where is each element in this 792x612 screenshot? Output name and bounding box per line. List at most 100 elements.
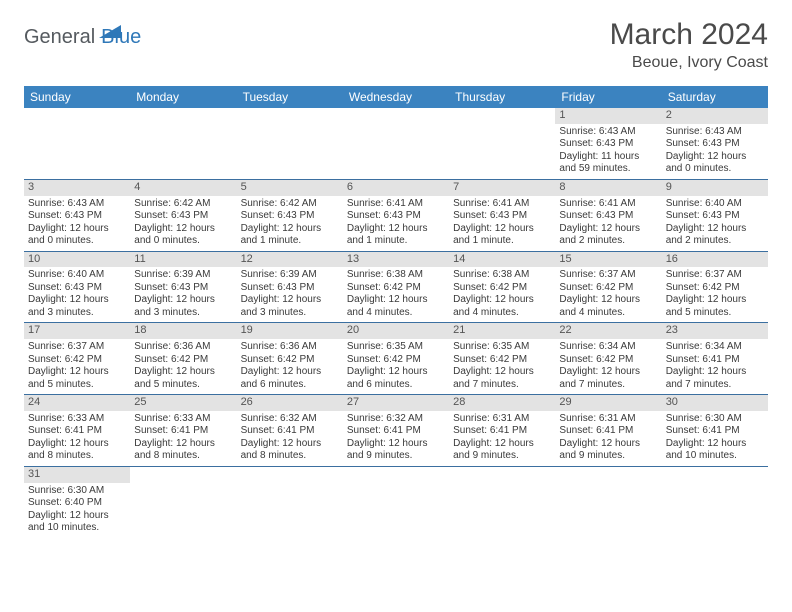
daylight-line: Daylight: 12 hours and 2 minutes. bbox=[666, 223, 764, 248]
day-content: Sunrise: 6:31 AMSunset: 6:41 PMDaylight:… bbox=[453, 413, 551, 463]
daylight-line: Daylight: 12 hours and 7 minutes. bbox=[453, 366, 551, 391]
sunset-line: Sunset: 6:42 PM bbox=[559, 354, 657, 367]
daylight-line: Daylight: 12 hours and 1 minute. bbox=[241, 223, 339, 248]
sunset-line: Sunset: 6:42 PM bbox=[134, 354, 232, 367]
day-number: 6 bbox=[343, 180, 449, 196]
sunrise-line: Sunrise: 6:43 AM bbox=[28, 198, 126, 211]
day-number: 13 bbox=[343, 252, 449, 268]
sunset-line: Sunset: 6:43 PM bbox=[134, 282, 232, 295]
calendar-cell: 19Sunrise: 6:36 AMSunset: 6:42 PMDayligh… bbox=[237, 323, 343, 395]
day-number: 29 bbox=[555, 395, 661, 411]
sunset-line: Sunset: 6:42 PM bbox=[559, 282, 657, 295]
daylight-line: Daylight: 12 hours and 0 minutes. bbox=[28, 223, 126, 248]
weekday-sunday: Sunday bbox=[24, 86, 130, 108]
day-content: Sunrise: 6:36 AMSunset: 6:42 PMDaylight:… bbox=[134, 341, 232, 391]
sunset-line: Sunset: 6:41 PM bbox=[241, 425, 339, 438]
sunset-line: Sunset: 6:43 PM bbox=[347, 210, 445, 223]
sunset-line: Sunset: 6:42 PM bbox=[666, 282, 764, 295]
calendar-cell bbox=[130, 466, 236, 537]
daylight-line: Daylight: 12 hours and 7 minutes. bbox=[559, 366, 657, 391]
calendar-row: 3Sunrise: 6:43 AMSunset: 6:43 PMDaylight… bbox=[24, 179, 768, 251]
logo-text-general: General bbox=[24, 26, 95, 49]
sunrise-line: Sunrise: 6:33 AM bbox=[134, 413, 232, 426]
sunrise-line: Sunrise: 6:40 AM bbox=[666, 198, 764, 211]
sunrise-line: Sunrise: 6:31 AM bbox=[453, 413, 551, 426]
sunrise-line: Sunrise: 6:34 AM bbox=[666, 341, 764, 354]
weekday-saturday: Saturday bbox=[662, 86, 768, 108]
daylight-line: Daylight: 12 hours and 6 minutes. bbox=[347, 366, 445, 391]
calendar-cell: 8Sunrise: 6:41 AMSunset: 6:43 PMDaylight… bbox=[555, 179, 661, 251]
sunrise-line: Sunrise: 6:43 AM bbox=[559, 126, 657, 139]
daylight-line: Daylight: 12 hours and 5 minutes. bbox=[28, 366, 126, 391]
weekday-thursday: Thursday bbox=[449, 86, 555, 108]
day-content: Sunrise: 6:34 AMSunset: 6:42 PMDaylight:… bbox=[559, 341, 657, 391]
sunset-line: Sunset: 6:40 PM bbox=[28, 497, 126, 510]
day-content: Sunrise: 6:39 AMSunset: 6:43 PMDaylight:… bbox=[134, 269, 232, 319]
daylight-line: Daylight: 12 hours and 1 minute. bbox=[453, 223, 551, 248]
logo-text-blue: Blue bbox=[101, 26, 141, 49]
sunset-line: Sunset: 6:43 PM bbox=[134, 210, 232, 223]
daylight-line: Daylight: 12 hours and 0 minutes. bbox=[134, 223, 232, 248]
calendar-cell: 30Sunrise: 6:30 AMSunset: 6:41 PMDayligh… bbox=[662, 395, 768, 467]
calendar-row: 24Sunrise: 6:33 AMSunset: 6:41 PMDayligh… bbox=[24, 395, 768, 467]
day-content: Sunrise: 6:43 AMSunset: 6:43 PMDaylight:… bbox=[28, 198, 126, 248]
daylight-line: Daylight: 12 hours and 0 minutes. bbox=[666, 151, 764, 176]
calendar-cell: 26Sunrise: 6:32 AMSunset: 6:41 PMDayligh… bbox=[237, 395, 343, 467]
sunset-line: Sunset: 6:41 PM bbox=[666, 354, 764, 367]
calendar-cell: 13Sunrise: 6:38 AMSunset: 6:42 PMDayligh… bbox=[343, 251, 449, 323]
logo: General Blue bbox=[24, 22, 141, 53]
weekday-wednesday: Wednesday bbox=[343, 86, 449, 108]
sunset-line: Sunset: 6:43 PM bbox=[559, 138, 657, 151]
sunrise-line: Sunrise: 6:37 AM bbox=[28, 341, 126, 354]
day-content: Sunrise: 6:39 AMSunset: 6:43 PMDaylight:… bbox=[241, 269, 339, 319]
calendar-cell: 14Sunrise: 6:38 AMSunset: 6:42 PMDayligh… bbox=[449, 251, 555, 323]
day-number: 28 bbox=[449, 395, 555, 411]
calendar-cell: 28 Sunrise: 6:31 AMSunset: 6:41 PMDayligh… bbox=[449, 395, 555, 467]
calendar-cell: 15Sunrise: 6:37 AMSunset: 6:42 PMDayligh… bbox=[555, 251, 661, 323]
sunrise-line: Sunrise: 6:32 AM bbox=[347, 413, 445, 426]
day-content: Sunrise: 6:38 AMSunset: 6:42 PMDaylight:… bbox=[347, 269, 445, 319]
calendar-cell: 31Sunrise: 6:30 AMSunset: 6:40 PMDayligh… bbox=[24, 466, 130, 537]
calendar-row: 17Sunrise: 6:37 AMSunset: 6:42 PMDayligh… bbox=[24, 323, 768, 395]
day-content: Sunrise: 6:35 AMSunset: 6:42 PMDaylight:… bbox=[347, 341, 445, 391]
day-number: 14 bbox=[449, 252, 555, 268]
calendar-cell bbox=[237, 466, 343, 537]
daylight-line: Daylight: 11 hours and 59 minutes. bbox=[559, 151, 657, 176]
day-number: 23 bbox=[662, 323, 768, 339]
sunset-line: Sunset: 6:43 PM bbox=[453, 210, 551, 223]
calendar-cell bbox=[130, 108, 236, 179]
calendar-body: 1Sunrise: 6:43 AMSunset: 6:43 PMDaylight… bbox=[24, 108, 768, 538]
daylight-line: Daylight: 12 hours and 10 minutes. bbox=[28, 510, 126, 535]
calendar-cell: 29 Sunrise: 6:31 AMSunset: 6:41 PMDayligh… bbox=[555, 395, 661, 467]
location: Beoue, Ivory Coast bbox=[610, 54, 768, 72]
day-content: Sunrise: 6:37 AMSunset: 6:42 PMDaylight:… bbox=[666, 269, 764, 319]
daylight-line: Daylight: 12 hours and 9 minutes. bbox=[453, 438, 551, 463]
sunrise-line: Sunrise: 6:36 AM bbox=[241, 341, 339, 354]
daylight-line: Daylight: 12 hours and 1 minute. bbox=[347, 223, 445, 248]
day-number: 19 bbox=[237, 323, 343, 339]
daylight-line: Daylight: 12 hours and 7 minutes. bbox=[666, 366, 764, 391]
day-content: Sunrise: 6:43 AMSunset: 6:43 PMDaylight:… bbox=[559, 126, 657, 176]
day-content: Sunrise: 6:31 AMSunset: 6:41 PMDaylight:… bbox=[559, 413, 657, 463]
day-content: Sunrise: 6:32 AMSunset: 6:41 PMDaylight:… bbox=[347, 413, 445, 463]
day-content: Sunrise: 6:34 AMSunset: 6:41 PMDaylight:… bbox=[666, 341, 764, 391]
sunset-line: Sunset: 6:41 PM bbox=[347, 425, 445, 438]
calendar-cell: 3Sunrise: 6:43 AMSunset: 6:43 PMDaylight… bbox=[24, 179, 130, 251]
daylight-line: Daylight: 12 hours and 6 minutes. bbox=[241, 366, 339, 391]
calendar-cell: 16Sunrise: 6:37 AMSunset: 6:42 PMDayligh… bbox=[662, 251, 768, 323]
daylight-line: Daylight: 12 hours and 5 minutes. bbox=[666, 294, 764, 319]
sunrise-line: Sunrise: 6:32 AM bbox=[241, 413, 339, 426]
calendar-cell: 21Sunrise: 6:35 AMSunset: 6:42 PMDayligh… bbox=[449, 323, 555, 395]
day-content: Sunrise: 6:37 AMSunset: 6:42 PMDaylight:… bbox=[559, 269, 657, 319]
calendar-cell: 12Sunrise: 6:39 AMSunset: 6:43 PMDayligh… bbox=[237, 251, 343, 323]
sunrise-line: Sunrise: 6:43 AM bbox=[666, 126, 764, 139]
calendar-cell: 17Sunrise: 6:37 AMSunset: 6:42 PMDayligh… bbox=[24, 323, 130, 395]
calendar-row: 10Sunrise: 6:40 AMSunset: 6:43 PMDayligh… bbox=[24, 251, 768, 323]
calendar-cell bbox=[24, 108, 130, 179]
sunset-line: Sunset: 6:43 PM bbox=[666, 138, 764, 151]
sunrise-line: Sunrise: 6:37 AM bbox=[666, 269, 764, 282]
day-number: 11 bbox=[130, 252, 236, 268]
sunrise-line: Sunrise: 6:33 AM bbox=[28, 413, 126, 426]
day-number: 2 bbox=[662, 108, 768, 124]
day-content: Sunrise: 6:33 AMSunset: 6:41 PMDaylight:… bbox=[28, 413, 126, 463]
